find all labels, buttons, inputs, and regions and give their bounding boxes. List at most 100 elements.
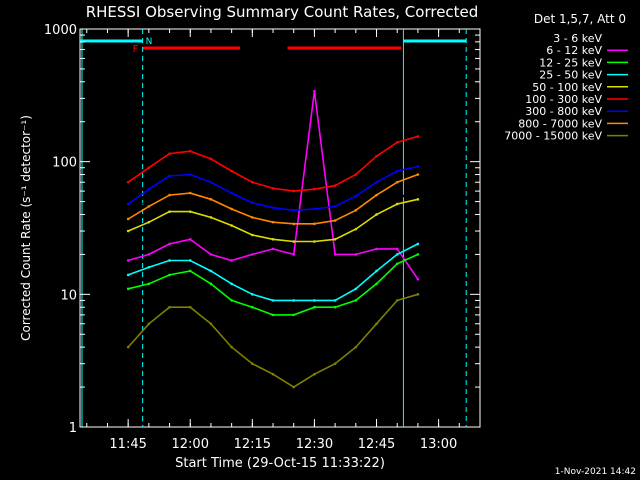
series-point bbox=[333, 299, 337, 302]
series-point bbox=[147, 253, 151, 256]
series-point bbox=[271, 186, 275, 190]
series-point bbox=[168, 210, 171, 213]
axis-layer: 11:45 12:00 12:15 12:30 12:45 13:00 1 10 100 1000 bbox=[44, 23, 480, 452]
series-point bbox=[188, 173, 192, 176]
series-point bbox=[251, 233, 254, 237]
series-point bbox=[292, 299, 296, 302]
series-point bbox=[209, 191, 213, 195]
series-point bbox=[333, 305, 337, 309]
series-point bbox=[271, 206, 275, 209]
series-point bbox=[333, 198, 337, 201]
series-point bbox=[230, 169, 233, 173]
series-point bbox=[126, 206, 130, 209]
legend-label: 50 - 100 keV bbox=[532, 81, 602, 94]
series-point bbox=[313, 128, 316, 131]
legend-label: 6 - 12 keV bbox=[546, 44, 602, 57]
series-point bbox=[416, 135, 420, 138]
plot-frame bbox=[79, 28, 481, 428]
x-tick-label: 12:00 bbox=[172, 437, 209, 452]
x-tick-label: 12:30 bbox=[296, 437, 333, 452]
series-point bbox=[168, 259, 171, 262]
series-point bbox=[126, 229, 130, 233]
series-point bbox=[375, 180, 378, 184]
series-point bbox=[168, 174, 171, 178]
series-point bbox=[313, 207, 316, 211]
series-point bbox=[188, 269, 192, 273]
legend-label: 100 - 300 keV bbox=[525, 93, 602, 106]
series-point bbox=[395, 180, 399, 184]
series-point bbox=[375, 247, 378, 251]
series-point bbox=[230, 299, 233, 302]
series-point bbox=[416, 210, 420, 213]
series-point bbox=[126, 180, 130, 184]
series-point bbox=[168, 242, 171, 246]
series-point bbox=[126, 259, 130, 262]
series-3-6-kev bbox=[126, 126, 420, 213]
series-point bbox=[147, 205, 151, 208]
series-800-7000-kev bbox=[126, 173, 420, 226]
series-point bbox=[251, 216, 254, 219]
series-point bbox=[147, 265, 151, 269]
flare-marker-label: F bbox=[133, 44, 139, 55]
series-point bbox=[209, 198, 213, 201]
x-tick-label: 13:00 bbox=[420, 437, 457, 452]
series-point bbox=[209, 322, 213, 326]
legend-label: 300 - 800 keV bbox=[525, 105, 602, 118]
series-point bbox=[292, 208, 296, 212]
series-point bbox=[230, 345, 233, 349]
series-point bbox=[188, 149, 192, 153]
series-point bbox=[168, 305, 171, 309]
series-point bbox=[395, 187, 399, 191]
series-point bbox=[375, 322, 378, 326]
series-point bbox=[188, 305, 192, 309]
series-point bbox=[313, 305, 316, 309]
legend-label: 12 - 25 keV bbox=[539, 56, 602, 69]
series-point bbox=[416, 198, 420, 201]
y-tick-label: 10 bbox=[60, 288, 77, 303]
series-point bbox=[251, 293, 254, 296]
series-layer bbox=[126, 89, 420, 389]
series-point bbox=[271, 237, 275, 241]
x-tick-label: 11:45 bbox=[109, 437, 146, 452]
series-point bbox=[168, 193, 171, 197]
series-point bbox=[230, 259, 233, 262]
series-point bbox=[416, 253, 420, 256]
series-point bbox=[395, 169, 399, 173]
series-point bbox=[209, 282, 213, 286]
x-axis-label: Start Time (29-Oct-15 11:33:22) bbox=[175, 456, 385, 471]
series-point bbox=[271, 313, 275, 317]
series-point bbox=[209, 157, 213, 161]
series-point bbox=[168, 152, 171, 155]
chart-title: RHESSI Observing Summary Count Rates, Co… bbox=[86, 3, 479, 21]
series-point bbox=[168, 191, 171, 195]
series-point bbox=[313, 372, 316, 376]
series-point bbox=[188, 210, 192, 213]
series-point bbox=[188, 189, 192, 193]
series-point bbox=[147, 282, 151, 286]
series-300-800-kev bbox=[126, 165, 420, 212]
series-point bbox=[395, 253, 399, 256]
series-point bbox=[292, 253, 296, 256]
legend-label: 7000 - 15000 keV bbox=[504, 130, 602, 143]
series-7000-15000-kev bbox=[126, 293, 420, 389]
series-point bbox=[292, 240, 296, 243]
series-point bbox=[354, 287, 358, 291]
series-point bbox=[230, 207, 233, 211]
series-point bbox=[209, 269, 213, 273]
y-tick-label: 100 bbox=[52, 156, 77, 171]
series-point bbox=[416, 173, 420, 176]
series-50-100-kev bbox=[126, 198, 420, 243]
series-point bbox=[188, 237, 192, 241]
y-tick-label: 1 bbox=[69, 421, 77, 436]
series-point bbox=[354, 227, 358, 231]
series-point bbox=[395, 299, 399, 302]
series-point bbox=[354, 194, 358, 198]
series-point bbox=[271, 372, 275, 376]
series-point bbox=[251, 362, 254, 366]
series-point bbox=[147, 166, 151, 170]
night-marker-label: N bbox=[146, 37, 153, 47]
series-point bbox=[354, 173, 358, 176]
series-point bbox=[147, 322, 151, 326]
